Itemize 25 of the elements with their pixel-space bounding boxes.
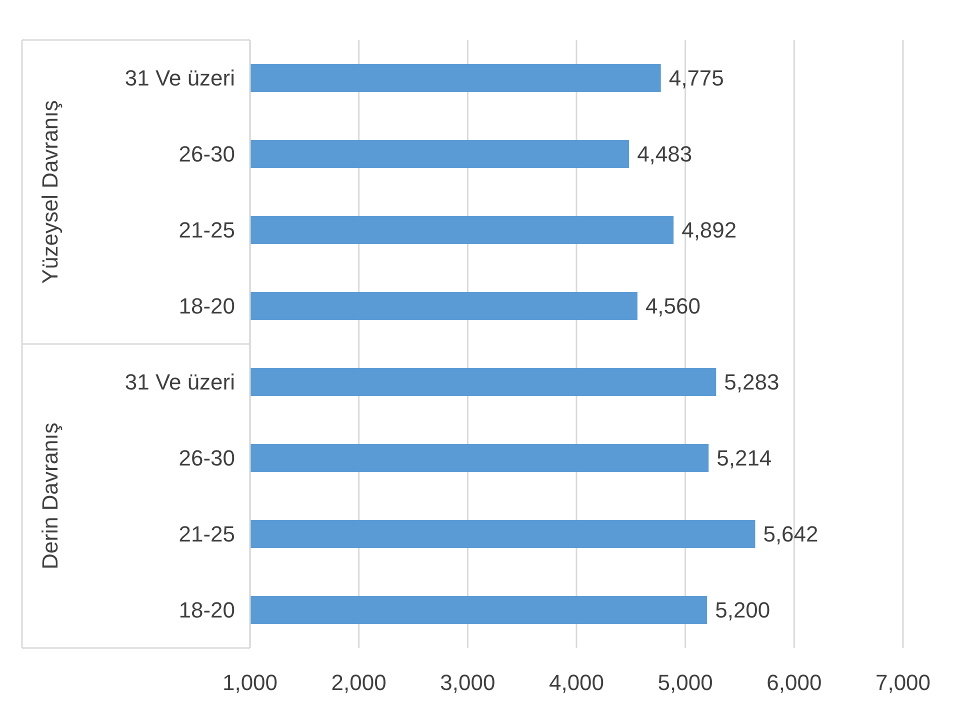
- y-tick-label: 21-25: [178, 522, 235, 547]
- data-label: 5,642: [763, 522, 818, 547]
- y-tick-label: 31 Ve üzeri: [124, 370, 235, 395]
- x-tick-label: 4,000: [548, 670, 604, 695]
- x-tick-label: 5,000: [658, 670, 713, 695]
- data-label: 5,283: [724, 370, 780, 395]
- text: Derin Davranış: [38, 422, 63, 570]
- y-tick-label: 18-20: [178, 598, 235, 623]
- x-tick-label: 2,000: [331, 670, 386, 695]
- text: Yüzeysel Davranış: [38, 100, 63, 284]
- y-tick-label: 26-30: [178, 142, 235, 167]
- data-label: 4,560: [645, 294, 701, 319]
- y-tick-label: 18-20: [178, 294, 235, 319]
- x-tick-label: 3,000: [440, 670, 496, 695]
- data-label: 4,483: [637, 142, 692, 167]
- data-label: 5,200: [715, 598, 770, 623]
- data-label: 5,214: [716, 446, 772, 471]
- x-tick-label: 7,000: [875, 670, 931, 695]
- data-label: 4,892: [682, 218, 737, 243]
- y-tick-label: 21-25: [178, 218, 235, 243]
- x-tick-label: 6,000: [766, 670, 822, 695]
- y-tick-label: 31 Ve üzeri: [124, 66, 235, 91]
- x-tick-label: 1,000: [222, 670, 278, 695]
- y-tick-label: 26-30: [178, 446, 235, 471]
- data-label: 4,775: [668, 66, 724, 91]
